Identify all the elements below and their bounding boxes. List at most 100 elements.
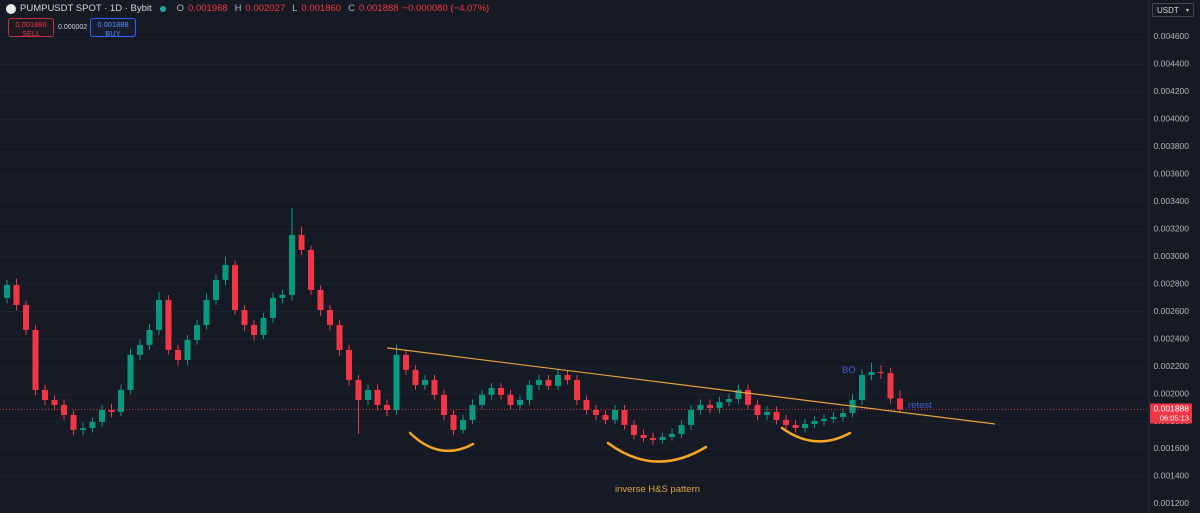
candle-body [336, 324, 343, 350]
candle-body [393, 354, 400, 410]
candle-body [621, 409, 628, 425]
candle-body [42, 389, 48, 400]
y-tick-label: 0.002600 [1154, 306, 1190, 316]
candle-body [374, 389, 381, 405]
candle-body [327, 309, 333, 325]
candle-body [868, 372, 875, 375]
candle-body [821, 418, 827, 421]
candle-body [773, 411, 780, 420]
candle-body [270, 297, 276, 318]
candle-body [555, 374, 561, 386]
candle-body [450, 414, 457, 430]
candle-body [602, 414, 609, 420]
head-arc [606, 441, 708, 463]
candle-body [545, 379, 552, 386]
y-tick-label: 0.004000 [1154, 114, 1190, 124]
y-tick-label: 0.001600 [1154, 443, 1190, 453]
ohlc-value: 0.001860 [301, 3, 342, 14]
candle-body [745, 389, 751, 405]
candle-body [792, 424, 799, 428]
candle-body [165, 299, 172, 350]
y-tick-label: 0.004400 [1154, 59, 1190, 69]
candle-body [830, 416, 837, 419]
ohlc-label: H [234, 3, 242, 14]
candle-body [317, 289, 324, 310]
candle-body [308, 249, 314, 290]
candle-body [13, 285, 20, 305]
candle-body [203, 299, 210, 325]
y-tick-label: 0.002400 [1154, 333, 1190, 343]
sell-button[interactable]: 0.001886 SELL [8, 18, 54, 38]
candle-body [469, 404, 476, 420]
market-status [159, 5, 166, 12]
buy-price: 0.001888 [97, 20, 129, 29]
candle-body [735, 389, 742, 399]
candle-body [118, 389, 124, 412]
left-shoulder-arc [408, 431, 475, 453]
candle-body [279, 294, 286, 298]
dropdown-caret: ▾ [1185, 8, 1189, 14]
trendline [386, 347, 996, 425]
candle-body [583, 399, 590, 410]
candle-body [175, 349, 181, 360]
candle-body [707, 404, 713, 408]
candle-body [70, 414, 77, 430]
change: −0.000080 (−4.07%) [402, 3, 490, 14]
candle-body [897, 398, 903, 410]
ohlc-label: C [348, 3, 355, 14]
candle-body [23, 304, 29, 330]
candle-body [346, 349, 352, 380]
symbol-title[interactable]: PUMPUSDT SPOT · 1D · Bybit [20, 3, 152, 14]
last-price-tag [1150, 403, 1192, 424]
ohlc-value: 0.001888 [358, 3, 399, 14]
candle-body [441, 394, 447, 415]
candle-body [859, 374, 865, 400]
y-tick-label: 0.003600 [1154, 169, 1190, 179]
buy-button[interactable]: 0.001888 BUY [90, 18, 136, 38]
ohlc-value: 0.002027 [245, 3, 286, 14]
candle-body [640, 434, 647, 439]
candle-body [526, 384, 533, 400]
candle-body [137, 344, 143, 355]
candle-body [517, 399, 523, 405]
spread: 0.000002 [58, 24, 88, 31]
candle-body [811, 420, 818, 424]
sell-label: SELL [21, 29, 41, 38]
candle-body [498, 388, 504, 395]
candle-body [355, 379, 362, 400]
candle-body [298, 235, 305, 250]
candle-body [222, 264, 229, 280]
candle-body [251, 324, 257, 335]
candle-body [878, 372, 884, 374]
candle-body [89, 421, 96, 428]
y-tick-label: 0.002800 [1154, 278, 1190, 288]
candle-body [99, 409, 105, 422]
candle-body [507, 394, 514, 405]
candle-body [403, 354, 409, 370]
y-tick-label: 0.003200 [1154, 223, 1190, 233]
candle-body [764, 411, 770, 415]
y-tick-label: 0.001200 [1154, 498, 1190, 508]
candle-body [631, 424, 637, 435]
symbol-row: PUMPUSDT SPOT · 1D · Bybit O 0.001968 H 0.… [6, 3, 489, 14]
right-shoulder-arc [780, 426, 852, 443]
candle-body [697, 404, 704, 410]
candle-body [80, 427, 86, 430]
candle-body [460, 419, 466, 430]
candle-body [659, 436, 666, 440]
candle-body [802, 423, 808, 428]
y-tick-label: 0.003400 [1154, 196, 1190, 206]
annotation-bo: BO [842, 365, 856, 376]
pattern-arcs [408, 426, 852, 463]
candle-body [260, 317, 267, 335]
candle-body [612, 409, 618, 420]
currency: USDT [1157, 6, 1179, 15]
currency-select[interactable]: USDT ▾ [1152, 3, 1194, 17]
y-tick-label: 0.004600 [1154, 31, 1190, 41]
candle-body [289, 235, 295, 295]
annotation-retest: retest [908, 400, 932, 411]
candle-body [593, 409, 599, 415]
candle-body [650, 438, 656, 440]
